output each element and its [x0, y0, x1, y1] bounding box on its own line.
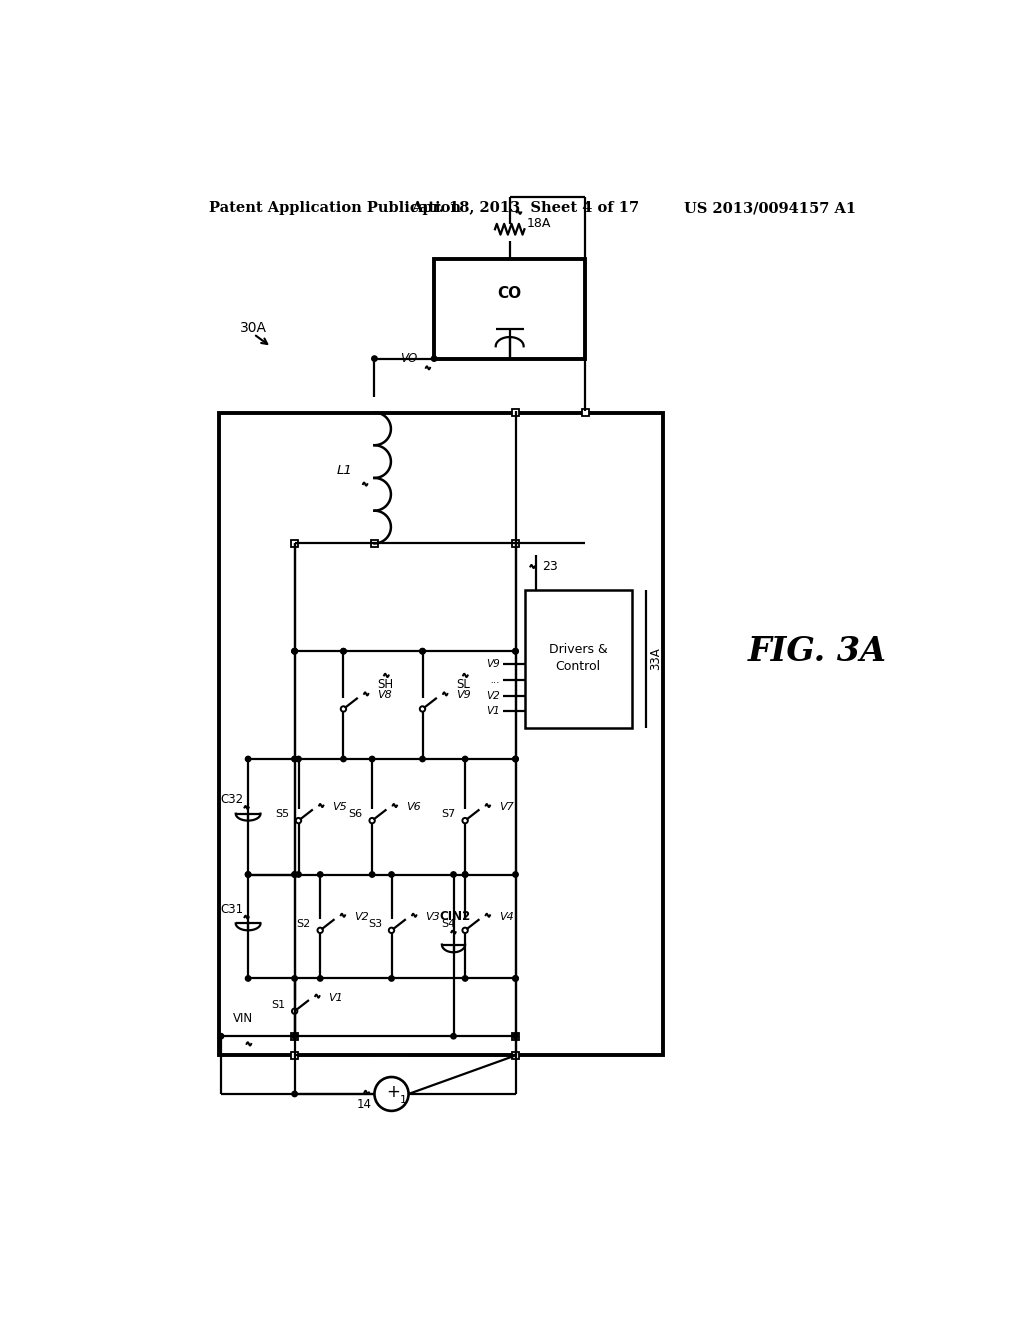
Circle shape [292, 871, 297, 878]
Circle shape [463, 871, 468, 878]
Text: VO: VO [399, 352, 417, 366]
Circle shape [296, 871, 301, 878]
Circle shape [420, 756, 425, 762]
Text: V1: V1 [329, 993, 343, 1003]
Text: FIG. 3A: FIG. 3A [748, 635, 887, 668]
Circle shape [513, 756, 518, 762]
Circle shape [451, 871, 457, 878]
Circle shape [463, 871, 468, 878]
Text: Drivers &: Drivers & [549, 643, 607, 656]
Circle shape [372, 356, 377, 362]
Circle shape [513, 871, 518, 878]
Bar [512, 540, 519, 546]
Circle shape [341, 756, 346, 762]
Circle shape [292, 756, 297, 762]
Text: V3: V3 [425, 912, 440, 921]
Circle shape [513, 648, 518, 653]
Circle shape [292, 648, 297, 653]
Text: V6: V6 [406, 803, 421, 812]
Bar [582, 409, 589, 416]
Circle shape [292, 871, 297, 878]
Bar [291, 1052, 298, 1059]
Text: S7: S7 [441, 809, 456, 820]
Circle shape [463, 756, 468, 762]
Text: Apr. 18, 2013  Sheet 4 of 17: Apr. 18, 2013 Sheet 4 of 17 [411, 202, 639, 215]
Text: VIN: VIN [233, 1012, 254, 1026]
Text: ...: ... [490, 676, 500, 685]
Bar [371, 540, 378, 546]
Circle shape [246, 871, 251, 878]
Text: S4: S4 [441, 919, 456, 929]
Text: Patent Application Publication: Patent Application Publication [209, 202, 462, 215]
Text: V9: V9 [486, 659, 500, 668]
Circle shape [341, 648, 346, 653]
Bar [291, 540, 298, 546]
Bar [512, 409, 519, 416]
Bar [512, 1052, 519, 1059]
Text: 1: 1 [400, 1096, 407, 1105]
Bar [219, 413, 663, 1056]
Bar [524, 590, 632, 729]
Text: +: + [386, 1084, 400, 1101]
Text: V4: V4 [499, 912, 513, 921]
Text: S6: S6 [349, 809, 362, 820]
Text: S1: S1 [271, 1001, 286, 1010]
Circle shape [246, 871, 251, 878]
Text: 14: 14 [356, 1098, 372, 1111]
Circle shape [341, 648, 346, 653]
Circle shape [370, 756, 375, 762]
Text: SH: SH [377, 678, 393, 692]
Circle shape [513, 756, 518, 762]
Text: S5: S5 [275, 809, 289, 820]
Text: V1: V1 [486, 706, 500, 717]
Circle shape [317, 975, 323, 981]
Text: V9: V9 [456, 690, 471, 701]
Text: 23: 23 [542, 560, 558, 573]
Circle shape [218, 1034, 223, 1039]
Text: V7: V7 [499, 803, 513, 812]
Text: 33A: 33A [649, 648, 662, 671]
Text: 30A: 30A [241, 321, 267, 335]
Text: SL: SL [456, 678, 470, 692]
Circle shape [292, 975, 297, 981]
Circle shape [317, 871, 323, 878]
Circle shape [513, 1034, 518, 1039]
Text: V2: V2 [486, 690, 500, 701]
Text: S3: S3 [368, 919, 382, 929]
Circle shape [389, 975, 394, 981]
Circle shape [246, 975, 251, 981]
Text: C31: C31 [220, 903, 244, 916]
Circle shape [513, 975, 518, 981]
Text: CIN2: CIN2 [439, 909, 471, 923]
Circle shape [292, 1092, 297, 1097]
Text: US 2013/0094157 A1: US 2013/0094157 A1 [684, 202, 856, 215]
Circle shape [420, 648, 425, 653]
Circle shape [463, 975, 468, 981]
Text: CO: CO [498, 285, 522, 301]
Circle shape [292, 648, 297, 653]
Text: V2: V2 [353, 912, 369, 921]
Text: C32: C32 [220, 793, 244, 807]
Text: V5: V5 [332, 803, 347, 812]
Text: 18A: 18A [526, 216, 551, 230]
Circle shape [292, 756, 297, 762]
Circle shape [451, 1034, 457, 1039]
Circle shape [296, 756, 301, 762]
Circle shape [246, 756, 251, 762]
Text: L1: L1 [337, 463, 352, 477]
Circle shape [370, 871, 375, 878]
Text: S2: S2 [297, 919, 311, 929]
Text: V8: V8 [377, 690, 392, 701]
Circle shape [292, 1034, 297, 1039]
Bar [512, 1032, 519, 1040]
Text: Control: Control [556, 660, 601, 673]
Circle shape [292, 648, 297, 653]
Circle shape [513, 648, 518, 653]
Circle shape [389, 871, 394, 878]
Circle shape [420, 648, 425, 653]
Bar [291, 1032, 298, 1040]
Bar [434, 259, 586, 359]
Circle shape [513, 975, 518, 981]
Circle shape [431, 356, 437, 362]
